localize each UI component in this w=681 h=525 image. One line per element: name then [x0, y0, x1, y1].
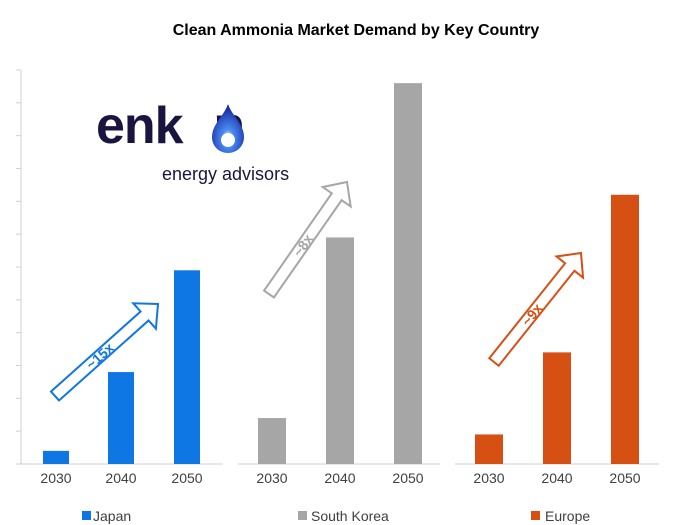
x-tick-label: 2030 [473, 470, 504, 486]
growth-arrow-shape [49, 302, 160, 402]
legend-label-europe: Europe [545, 508, 590, 524]
growth-arrow-shape [487, 251, 585, 368]
x-tick-label: 2050 [609, 470, 640, 486]
chart-title: Clean Ammonia Market Demand by Key Count… [172, 22, 540, 39]
x-tick-label: 2040 [324, 470, 355, 486]
flame-icon [212, 104, 244, 153]
bar-europe-2030 [475, 434, 503, 464]
bar-south-korea-2030 [258, 418, 286, 464]
x-tick-label: 2040 [105, 470, 136, 486]
bar-south-korea-2040 [326, 237, 354, 464]
bar-japan-2030 [43, 450, 69, 464]
bar-japan-2050 [174, 270, 200, 464]
legend-swatch-japan [82, 511, 91, 520]
growth-arrow-japan: ~15x [49, 302, 160, 402]
growth-arrow-europe: ~9x [487, 251, 585, 368]
enkon-logo: enkon energy advisors [96, 100, 290, 190]
growth-arrow-shape [262, 180, 352, 299]
x-tick-label: 2050 [171, 470, 202, 486]
x-tick-label: 2030 [40, 470, 71, 486]
bar-europe-2040 [543, 352, 571, 464]
legend-swatch-south-korea [298, 511, 307, 520]
legend-swatch-europe [531, 511, 540, 520]
bar-europe-2050 [611, 194, 639, 464]
legend-label-japan: Japan [93, 508, 131, 524]
x-tick-label: 2040 [541, 470, 572, 486]
logo-tagline: energy advisors [162, 164, 290, 184]
bar-japan-2040 [108, 372, 134, 464]
x-tick-label: 2050 [392, 470, 423, 486]
x-tick-label: 2030 [256, 470, 287, 486]
bar-south-korea-2050 [394, 83, 422, 464]
legend-label-south-korea: South Korea [311, 508, 389, 524]
